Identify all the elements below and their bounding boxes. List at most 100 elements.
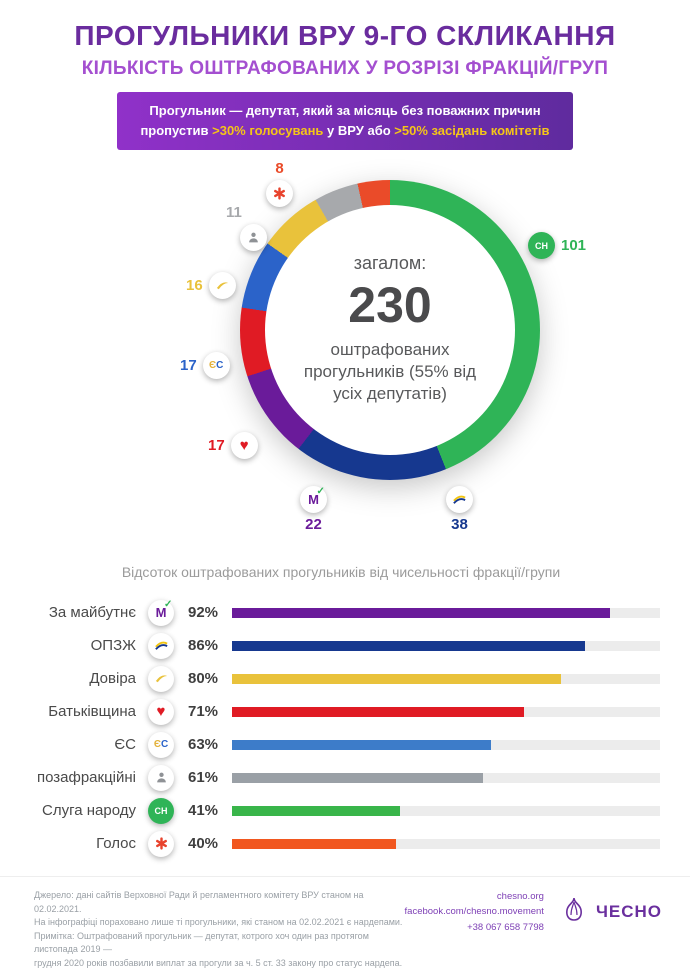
bar-percent: 71% <box>188 703 219 721</box>
donut-center-text: загалом: 230 оштрафованих прогульників (… <box>297 253 483 405</box>
dovira-icon <box>148 665 174 692</box>
source-line: Примітка: Оштрафований прогульник — депу… <box>34 930 369 955</box>
bar-percent: 61% <box>188 769 219 787</box>
header: ПРОГУЛЬНИКИ ВРУ 9-ГО СКЛИКАННЯ КІЛЬКІСТЬ… <box>0 0 690 80</box>
bar-track <box>232 772 660 783</box>
bar-row-zamaybutne: За майбутнє М ✓ 92% <box>22 596 660 629</box>
source-line: грудня 2020 років позбавили виплат за пр… <box>34 957 403 968</box>
donut-label-nonfaction: 11 <box>226 204 267 252</box>
contacts: chesno.org facebook.com/chesno.movement … <box>405 889 544 935</box>
donut-center-subtext: оштрафованих прогульників (55% від усіх … <box>303 340 477 404</box>
bar-label: позафракційні <box>36 769 136 787</box>
opzzh-icon <box>446 486 473 514</box>
person-icon <box>240 224 267 252</box>
bar-row-opzzh: ОПЗЖ 86% <box>22 629 660 662</box>
holos-icon <box>148 830 174 857</box>
definition-banner: Прогульник — депутат, який за місяць без… <box>117 92 573 151</box>
person-icon <box>148 764 174 791</box>
bar-percent: 40% <box>188 835 219 853</box>
facebook-link[interactable]: facebook.com/chesno.movement <box>404 906 544 918</box>
donut-label-holos: 8 <box>266 160 293 208</box>
bar-fill <box>232 706 524 717</box>
phone-number: +38 067 658 7798 <box>467 921 544 933</box>
page-subtitle: КІЛЬКІСТЬ ОШТРАФОВАНИХ У РОЗРІЗІ ФРАКЦІЙ… <box>81 58 609 79</box>
donut-value-nonfaction: 11 <box>226 204 242 222</box>
bar-fill <box>232 805 401 816</box>
bar-label: Голос <box>96 835 136 853</box>
bar-label: ОПЗЖ <box>90 637 136 655</box>
opzzh-icon <box>148 632 174 659</box>
bar-percent: 86% <box>188 637 219 655</box>
heart-icon: ♥ <box>230 432 258 460</box>
bar-label: Слуга народу <box>42 802 136 820</box>
banner-highlight-50: >50% засідань комітетів <box>394 123 550 139</box>
bar-track <box>232 607 660 618</box>
zamaybutne-icon: М ✓ <box>148 599 174 626</box>
donut-label-batkivshchyna: 17 ♥ <box>208 432 258 460</box>
donut-center-label: загалом: <box>353 253 427 274</box>
chesno-logo: ЧЕСНО <box>558 894 662 931</box>
bar-row-nonfaction: позафракційні 61% <box>22 761 660 794</box>
donut-value-holos: 8 <box>275 160 284 178</box>
website-link[interactable]: chesno.org <box>496 891 544 903</box>
donut-value-dovira: 16 <box>186 277 203 295</box>
donut-ring <box>240 180 540 481</box>
bar-fill <box>232 673 561 684</box>
banner-text: у ВРУ або <box>323 123 395 139</box>
contact-block: chesno.org facebook.com/chesno.movement … <box>405 889 662 935</box>
donut-label-zamaybutne: М ✓ 22 <box>300 486 327 533</box>
bar-chart-section: Відсоток оштрафованих прогульників від ч… <box>0 550 690 860</box>
logo-text: ЧЕСНО <box>595 902 662 922</box>
bar-track <box>232 673 660 684</box>
bar-track <box>232 838 660 849</box>
bar-label: За майбутнє <box>48 604 136 622</box>
bar-chart-title: Відсоток оштрафованих прогульників від ч… <box>121 564 561 581</box>
source-notes: Джерело: дані сайтів Верховної Ради й ре… <box>34 889 405 970</box>
bar-fill <box>232 739 491 750</box>
heart-icon: ♥ <box>148 698 174 725</box>
bar-fill <box>232 772 483 783</box>
es-icon: ЄС <box>148 731 174 758</box>
bar-fill <box>232 607 610 618</box>
banner-line-2: пропустив >30% голосувань у ВРУ або >50%… <box>131 121 559 141</box>
banner-highlight-30: >30% голосувань <box>212 123 324 139</box>
banner-line-1: Прогульник — депутат, який за місяць без… <box>149 103 541 118</box>
bar-fill <box>232 838 397 849</box>
bar-row-dovira: Довіра 80% <box>22 662 660 695</box>
donut-label-es: 17 ЄС <box>180 352 230 380</box>
bar-fill <box>232 640 586 651</box>
bar-percent: 80% <box>188 670 219 688</box>
donut-label-opzzh: 38 <box>446 486 473 533</box>
donut-value-zamaybutne: 22 <box>305 516 322 534</box>
donut-value-es: 17 <box>180 357 197 375</box>
holos-icon <box>266 180 293 208</box>
donut-label-dovira: 16 <box>186 272 236 300</box>
zamaybutne-icon: М ✓ <box>300 486 327 514</box>
bar-track <box>232 805 660 816</box>
bar-label: ЄС <box>114 736 136 754</box>
bar-percent: 41% <box>188 802 219 820</box>
source-line: Джерело: дані сайтів Верховної Ради й ре… <box>34 890 364 914</box>
bar-row-es: ЄС ЄС 63% <box>22 728 660 761</box>
bar-percent: 92% <box>188 604 219 622</box>
bar-track <box>232 739 660 750</box>
sluha-narodu-icon: СН <box>528 232 555 260</box>
footer: Джерело: дані сайтів Верховної Ради й ре… <box>0 876 690 970</box>
donut-chart-area: загалом: 230 оштрафованих прогульників (… <box>0 150 690 550</box>
bar-row-batkivshchyna: Батьківщина ♥ 71% <box>22 695 660 728</box>
es-icon: ЄС <box>202 352 230 380</box>
bar-label: Батьківщина <box>48 703 136 721</box>
bar-label: Довіра <box>89 670 136 688</box>
page-title: ПРОГУЛЬНИКИ ВРУ 9-ГО СКЛИКАННЯ <box>74 20 616 51</box>
garlic-icon <box>558 894 590 931</box>
bar-track <box>232 640 660 651</box>
donut-value-opzzh: 38 <box>451 516 468 534</box>
bar-track <box>232 706 660 717</box>
bar-row-holos: Голос 40% <box>22 827 660 860</box>
bar-row-sluha: Слуга народу СН 41% <box>22 794 660 827</box>
bar-percent: 63% <box>188 736 219 754</box>
sluha-narodu-icon: СН <box>148 797 174 824</box>
donut-value-batkivshchyna: 17 <box>208 437 225 455</box>
banner-text: пропустив <box>140 123 213 139</box>
